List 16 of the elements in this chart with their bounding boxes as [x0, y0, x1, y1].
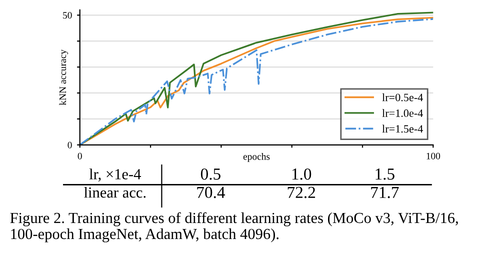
text: 1.0 — [292, 168, 312, 180]
y-tick-label: 50 — [63, 12, 72, 19]
x-tick-label: 100 — [426, 152, 440, 160]
text: 70.4 — [197, 186, 226, 198]
text: 1.5 — [376, 168, 394, 180]
text: 72.2 — [288, 186, 316, 198]
legend-label: lr=1.0e-4 — [382, 109, 423, 117]
legend-label: lr=1.5e-4 — [382, 124, 423, 133]
text: lr, ×1e-4 — [89, 168, 141, 182]
legend-label: lr=0.5e-4 — [382, 93, 423, 102]
x-axis-title: epochs — [243, 153, 270, 162]
text: 0.5 — [200, 168, 220, 180]
text: linear acc. — [84, 186, 146, 198]
y-axis-title: kNN accuracy — [59, 50, 68, 106]
caption: Figure 2. Training curves of different learning rates (MoCo v3, ViT-B/16, 100-epoch ImageNet, AdamW, batch 4096). — [10, 212, 458, 242]
text: 71.7 — [371, 186, 399, 198]
